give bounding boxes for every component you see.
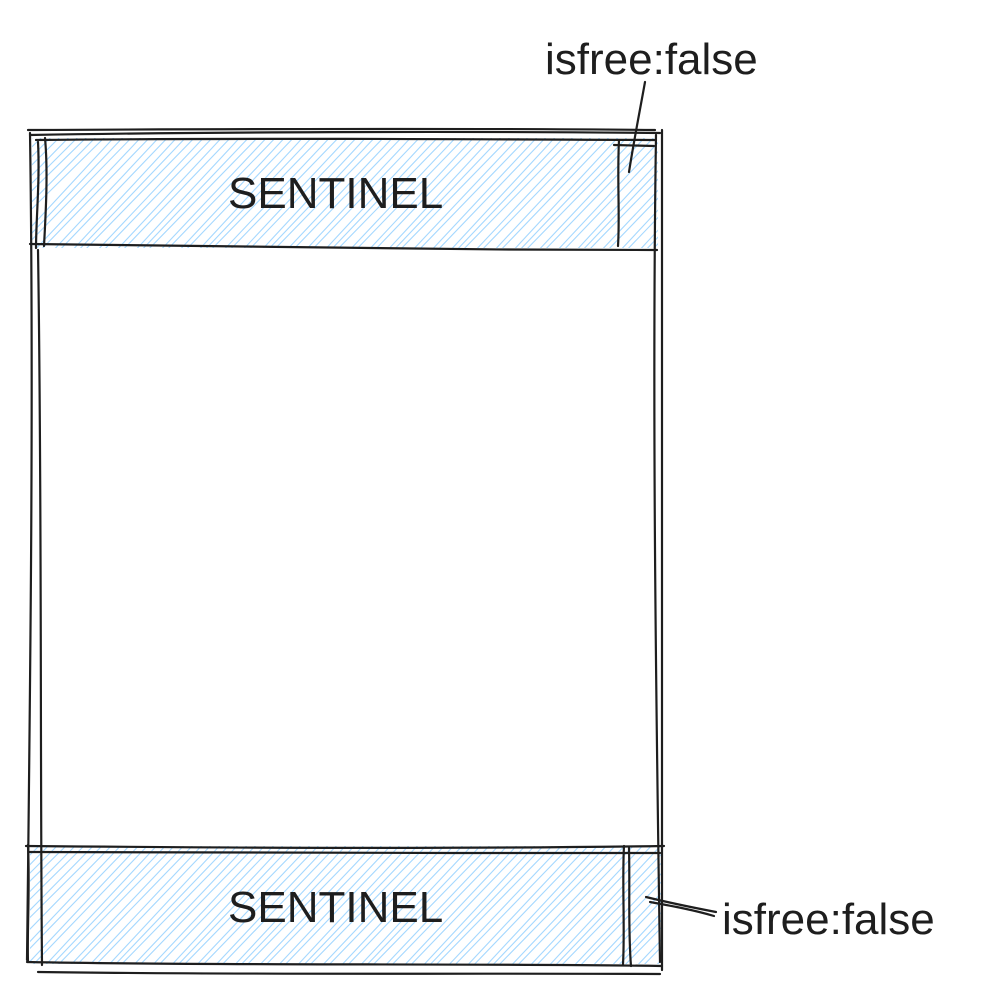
top-sentinel-label: SENTINEL [228,169,444,218]
top-sentinel-block-outline [28,136,659,252]
bottom-flag-leader-line [644,895,718,914]
bottom-flag-leader-line-stroke [648,900,716,918]
bottom-sentinel-block-outline [24,843,666,968]
bottom-sentinel-label: SENTINEL [228,883,444,932]
top-sentinel-isfree-label: isfree:false [545,35,758,84]
top-sentinel-hatch-fill [32,138,658,248]
bottom-sentinel-isfree-label: isfree:false [722,895,935,944]
top-flag-leader-line [627,80,647,174]
